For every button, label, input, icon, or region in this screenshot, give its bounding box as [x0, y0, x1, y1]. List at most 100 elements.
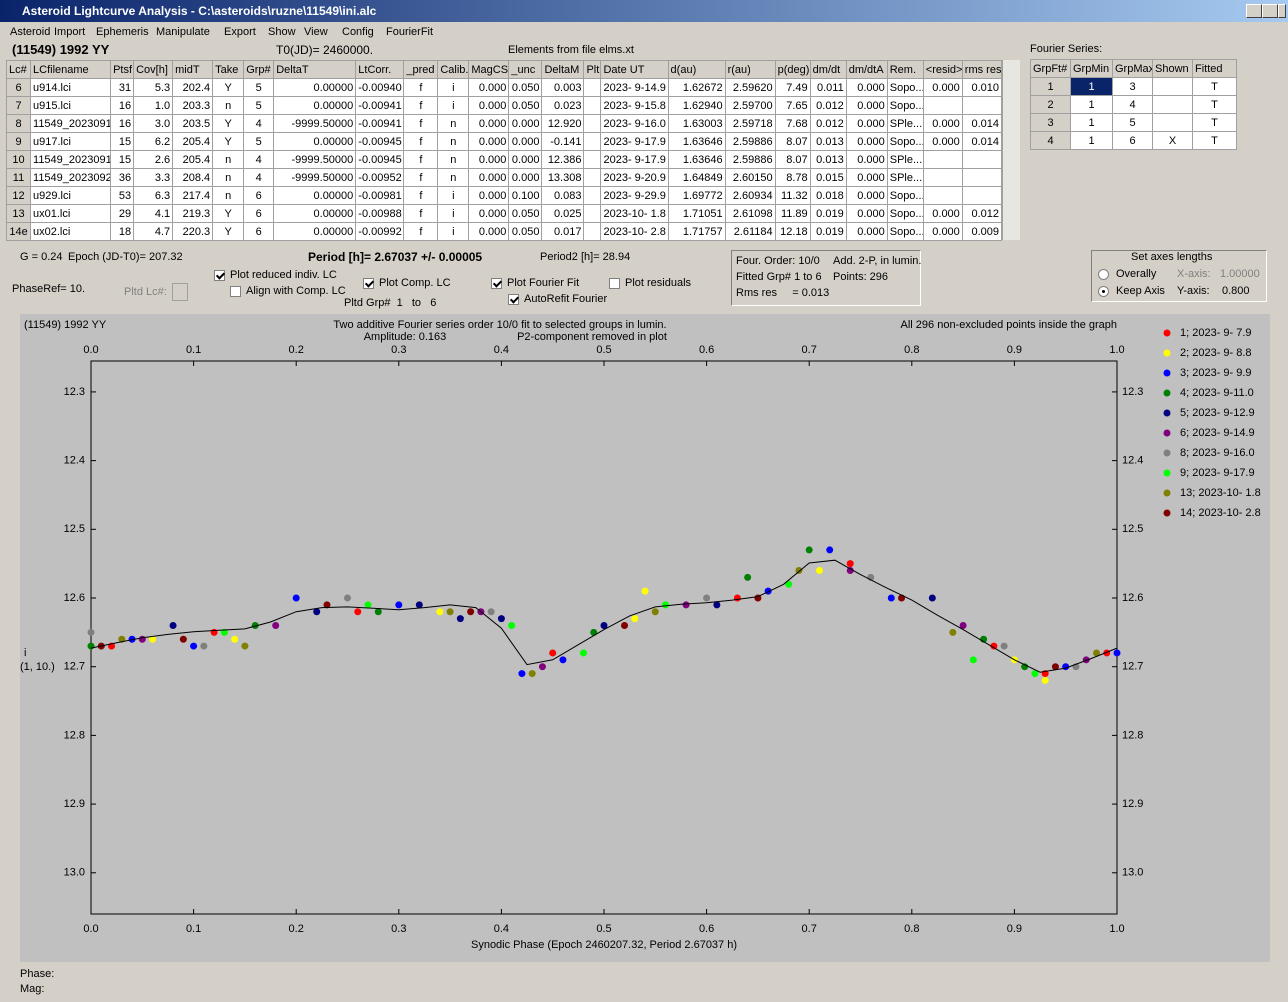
maximize-button[interactable]	[1262, 4, 1278, 18]
table-cell: 0.000	[922, 78, 963, 97]
table-cell: 3.0	[133, 114, 174, 133]
table-cell: n	[212, 96, 245, 115]
table-cell: 0.000	[468, 186, 510, 205]
data-point	[631, 615, 639, 623]
table-cell: 4	[243, 150, 275, 169]
x-tick-label: 0.0	[83, 344, 98, 356]
checkbox[interactable]	[214, 270, 225, 281]
x-tick-label: 0.5	[596, 344, 611, 356]
table-cell: 11.89	[774, 204, 811, 223]
menu-item[interactable]: Import	[54, 26, 86, 38]
data-point	[795, 567, 803, 575]
table-cell: 2.59886	[724, 132, 776, 151]
table-row[interactable]: 9 u917.lci 15 6.2 205.4 Y 5 0.00000 -0.00945 f n 0.…	[5, 132, 1003, 151]
table-cell: 0.000	[845, 78, 888, 97]
table-cell: 0.000	[468, 114, 510, 133]
table-cell: Sopo...	[886, 204, 924, 223]
table-cell: T	[1192, 131, 1237, 150]
table-cell: -0.00952	[355, 168, 405, 187]
fourier-fit-line	[90, 559, 1118, 673]
table-row[interactable]: 14e ux02.lci 18 4.7 220.3 Y 6 0.00000 -0.00992 f i…	[5, 222, 1003, 241]
x-tick-label: 0.1	[186, 923, 201, 935]
table-cell: 203.5	[172, 114, 214, 133]
table-cell: 0.012	[809, 114, 847, 133]
data-point	[744, 573, 752, 581]
x-tick-label: 0.8	[904, 923, 919, 935]
table-cell: Sopo...	[886, 186, 924, 205]
table-cell: X	[1152, 131, 1193, 150]
table-cell	[583, 150, 602, 169]
pltd-grp-label: Pltd Grp# 1 to 6	[344, 297, 437, 309]
data-point	[579, 649, 587, 657]
table-cell: Y	[212, 114, 245, 133]
table-cell: 3	[1112, 77, 1153, 96]
legend-marker	[1163, 449, 1171, 457]
legend-marker	[1163, 509, 1171, 517]
table-cell: Sopo...	[886, 132, 924, 151]
checkbox[interactable]	[230, 286, 241, 297]
data-point	[1113, 649, 1121, 657]
table-cell: Y	[212, 204, 245, 223]
legend-marker	[1163, 349, 1171, 357]
table-cell	[583, 132, 602, 151]
table-cell: i	[437, 204, 470, 223]
scrollbar[interactable]	[1002, 60, 1020, 240]
menu-item[interactable]: Show	[268, 26, 296, 38]
data-point	[149, 635, 157, 643]
checkbox[interactable]	[491, 278, 502, 289]
table-cell: 0.050	[508, 78, 543, 97]
table-cell: SPle...	[886, 114, 924, 133]
table-cell	[1152, 95, 1193, 114]
minimize-button[interactable]	[1246, 4, 1262, 18]
menu-item[interactable]: Export	[224, 26, 256, 38]
table-cell: f	[403, 132, 439, 151]
table-row[interactable]: 10 11549_2023091 15 2.6 205.4 n 4 -9999.50000 -0…	[5, 150, 1003, 169]
x-tick-label: 0.1	[186, 344, 201, 356]
table-cell: 0.00000	[273, 132, 357, 151]
radio[interactable]	[1098, 269, 1109, 280]
table-row[interactable]: 6 u914.lci 31 5.3 202.4 Y 5 0.00000 -0.00940 f i 0.…	[5, 78, 1003, 97]
data-point	[559, 656, 567, 664]
table-cell: 1.63646	[667, 150, 726, 169]
menu-item[interactable]: View	[304, 26, 328, 38]
table-cell: 0.000	[845, 204, 888, 223]
table-cell: u917.lci	[30, 132, 112, 151]
checkbox[interactable]	[508, 294, 519, 305]
data-point	[87, 628, 95, 636]
table-cell: 2.60934	[724, 186, 776, 205]
menu-item[interactable]: Config	[342, 26, 374, 38]
table-cell: 3	[1030, 113, 1071, 132]
table-row[interactable]: 7 u915.lci 16 1.0 203.3 n 5 0.00000 -0.00941 f i 0.…	[5, 96, 1003, 115]
phaseref-label: PhaseRef= 10.	[12, 283, 86, 295]
menu-item[interactable]: Asteroid	[10, 26, 51, 38]
table-cell: 0.00000	[273, 78, 357, 97]
table-cell: 2023- 9-15.8	[600, 96, 669, 115]
table-cell: 0.000	[845, 168, 888, 187]
fit-info-line: Points: 296	[833, 271, 889, 283]
spinner[interactable]	[172, 283, 188, 301]
table-row[interactable]: 8 11549_2023091 16 3.0 203.5 Y 4 -9999.50000 -0.…	[5, 114, 1003, 133]
table-row[interactable]: 12 u929.lci 53 6.3 217.4 n 6 0.00000 -0.00981 f i 0…	[5, 186, 1003, 205]
status-mag: Mag:	[20, 983, 45, 995]
menu-item[interactable]: FourierFit	[386, 26, 434, 38]
y-tick-label: 12.3	[1122, 386, 1143, 398]
period2-label: Period2 [h]= 28.94	[540, 251, 631, 263]
radio[interactable]	[1098, 286, 1109, 297]
fourier-table: GrpFt# GrpMin GrpMax Shown Fitted 1 1 3 T 2 1 4 T 3 1 5…	[1030, 59, 1237, 150]
table-row[interactable]: 13 ux01.lci 29 4.1 219.3 Y 6 0.00000 -0.00988 f i 0…	[5, 204, 1003, 223]
table-cell: f	[403, 204, 439, 223]
close-button[interactable]	[1278, 4, 1286, 18]
menu-item[interactable]: Ephemeris	[96, 26, 149, 38]
table-cell: n	[212, 168, 245, 187]
menu-item[interactable]: Manipulate	[156, 26, 210, 38]
table-row[interactable]: 11 11549_2023092 36 3.3 208.4 n 4 -9999.50000 -0…	[5, 168, 1003, 187]
table-cell: 11549_2023091	[30, 150, 112, 169]
checkbox[interactable]	[363, 278, 374, 289]
table-cell: 1	[1070, 77, 1113, 96]
fit-info-line: Fitted Grp# 1 to 6	[736, 271, 822, 283]
checkbox[interactable]	[609, 278, 620, 289]
